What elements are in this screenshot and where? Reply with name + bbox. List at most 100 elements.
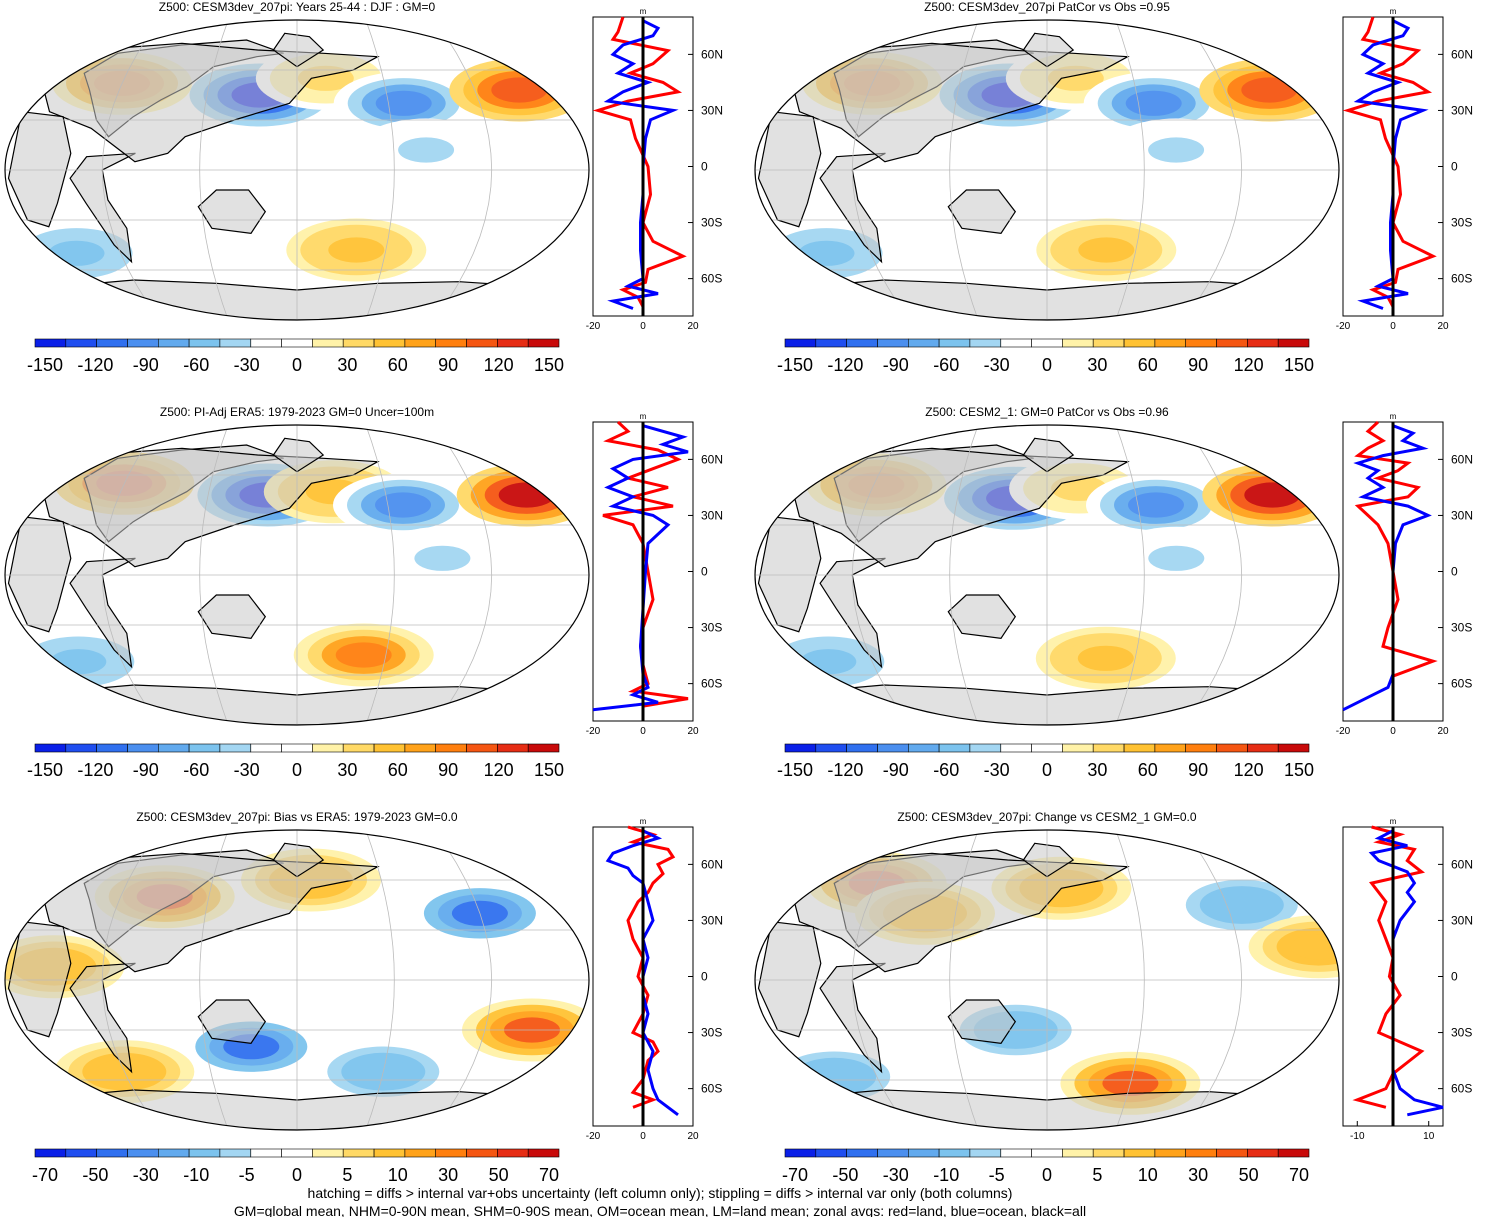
zonal-lat-tick-label: 60S bbox=[701, 677, 722, 691]
colorbar-label: -120 bbox=[77, 355, 113, 375]
colorbar-label: -5 bbox=[239, 1165, 255, 1185]
colorbar-box bbox=[1185, 743, 1217, 753]
colorbar-label: 0 bbox=[292, 355, 302, 375]
colorbar-label: 60 bbox=[388, 355, 408, 375]
continent-greenland bbox=[1022, 32, 1075, 68]
anomaly-blob-7-level-3 bbox=[414, 545, 471, 571]
colorbar-label: 70 bbox=[539, 1165, 559, 1185]
footer-line-1: hatching = diffs > internal var+obs unce… bbox=[308, 1185, 1013, 1201]
colorbar-box bbox=[1062, 743, 1094, 753]
continent-eurasia bbox=[790, 447, 1130, 568]
colorbar-box bbox=[1185, 338, 1217, 348]
colorbar-label: 120 bbox=[1234, 355, 1264, 375]
continent-australia bbox=[947, 594, 1017, 639]
colorbar-box bbox=[908, 1148, 940, 1158]
zonal-x-tick-label: -20 bbox=[1336, 321, 1351, 332]
zonal-lat-tick-label: 30S bbox=[701, 216, 722, 230]
zonal-mean-plot: m 60N 30N 0 30S 60S -20 0 20 bbox=[586, 7, 723, 332]
colorbar-box bbox=[1031, 1148, 1063, 1158]
panel-title: Z500: CESM3dev_207pi: Bias vs ERA5: 1979… bbox=[136, 810, 458, 824]
colorbar-box bbox=[877, 743, 909, 753]
colorbar-box bbox=[281, 1148, 313, 1158]
colorbar-box bbox=[1123, 743, 1156, 753]
panel-r1c2: Z500: CESM3dev_207pi PatCor vs Obs =0.95… bbox=[754, 0, 1473, 375]
zonal-unit: m bbox=[1390, 7, 1397, 16]
continent-greenland bbox=[272, 437, 325, 473]
colorbar-box bbox=[342, 1148, 375, 1158]
zonal-unit: m bbox=[640, 412, 647, 421]
continents bbox=[7, 32, 538, 320]
colorbar-label: -50 bbox=[832, 1165, 858, 1185]
colorbar-label: 30 bbox=[337, 760, 357, 780]
map-border bbox=[4, 424, 590, 726]
colorbar-box bbox=[158, 1148, 190, 1158]
colorbar-label: 120 bbox=[1234, 760, 1264, 780]
colorbar-box bbox=[34, 1148, 67, 1158]
colorbar-label: -90 bbox=[883, 355, 909, 375]
colorbar-box bbox=[527, 338, 560, 348]
colorbar-label: -150 bbox=[27, 355, 63, 375]
anomaly-blob-4-level-3 bbox=[1244, 482, 1301, 508]
map-border bbox=[754, 424, 1340, 726]
colorbar-box bbox=[158, 338, 190, 348]
colorbar-label: 150 bbox=[1284, 355, 1314, 375]
zonal-lat-tick-label: 0 bbox=[701, 160, 708, 174]
colorbar-box bbox=[373, 338, 406, 348]
graticule bbox=[755, 830, 1339, 1130]
zonal-line-ocean bbox=[1342, 424, 1432, 712]
colorbar-label: -70 bbox=[32, 1165, 58, 1185]
colorbar-box bbox=[435, 338, 467, 348]
colorbar-box bbox=[435, 743, 467, 753]
zonal-unit: m bbox=[640, 7, 647, 16]
colorbar-box bbox=[188, 338, 221, 348]
meridian-60 bbox=[1115, 830, 1145, 1130]
meridian-60 bbox=[365, 20, 395, 320]
colorbar-label: 0 bbox=[1042, 1165, 1052, 1185]
panel-title: Z500: CESM3dev_207pi: Years 25-44 : DJF … bbox=[159, 0, 436, 14]
zonal-lat-tick-label: 60N bbox=[1451, 857, 1473, 871]
meridian--60 bbox=[199, 20, 229, 320]
colorbar-box bbox=[65, 1148, 97, 1158]
anomaly-blob-5-level-3 bbox=[1078, 237, 1135, 263]
panel-title: Z500: CESM3dev_207pi: Change vs CESM2_1 … bbox=[897, 810, 1196, 824]
anomaly-blob-4-level-3 bbox=[498, 482, 555, 508]
colorbar-box bbox=[846, 1148, 878, 1158]
colorbar-label: -60 bbox=[933, 760, 959, 780]
continent-south-america bbox=[819, 152, 886, 264]
zonal-x-tick-label: -10 bbox=[1350, 1131, 1365, 1142]
continent-south-america bbox=[819, 557, 886, 669]
zonal-x-tick-label: 0 bbox=[640, 321, 646, 332]
colorbar-box bbox=[65, 338, 97, 348]
zonal-line-ocean bbox=[592, 424, 689, 712]
zonal-lat-tick-label: 30N bbox=[1451, 508, 1473, 522]
meridian--120 bbox=[101, 830, 160, 1130]
colorbar-box bbox=[188, 1148, 221, 1158]
continent-africa bbox=[757, 111, 822, 228]
colorbar-label: 0 bbox=[292, 760, 302, 780]
colorbar-box bbox=[1000, 743, 1032, 753]
colorbar-label: -150 bbox=[777, 760, 813, 780]
zonal-x-tick-label: 0 bbox=[640, 1131, 646, 1142]
colorbar-label: 70 bbox=[1289, 1165, 1309, 1185]
panel-r3c2: Z500: CESM3dev_207pi: Change vs CESM2_1 … bbox=[754, 810, 1473, 1185]
colorbar-box bbox=[938, 338, 971, 348]
anomaly-blob-6-level-3 bbox=[798, 240, 855, 266]
colorbar-label: -5 bbox=[989, 1165, 1005, 1185]
colorbar-label: 5 bbox=[1092, 1165, 1102, 1185]
zonal-unit: m bbox=[1390, 817, 1397, 826]
zonal-x-tick-label: 20 bbox=[687, 726, 699, 737]
colorbar-box bbox=[1247, 743, 1279, 753]
colorbar-box bbox=[1216, 1148, 1248, 1158]
zonal-line-land bbox=[1342, 16, 1437, 308]
colorbar-box bbox=[250, 743, 282, 753]
colorbar-box bbox=[938, 743, 971, 753]
colorbar-box bbox=[466, 743, 498, 753]
zonal-lat-tick-label: 0 bbox=[1451, 970, 1458, 984]
colorbar-box bbox=[312, 338, 344, 348]
zonal-lat-tick-label: 60S bbox=[1451, 272, 1472, 286]
meridian--60 bbox=[199, 425, 229, 725]
meridian--60 bbox=[199, 830, 229, 1130]
map bbox=[5, 20, 589, 320]
anomaly-blob-3-level-3 bbox=[1125, 90, 1182, 116]
colorbar-label: 150 bbox=[1284, 760, 1314, 780]
